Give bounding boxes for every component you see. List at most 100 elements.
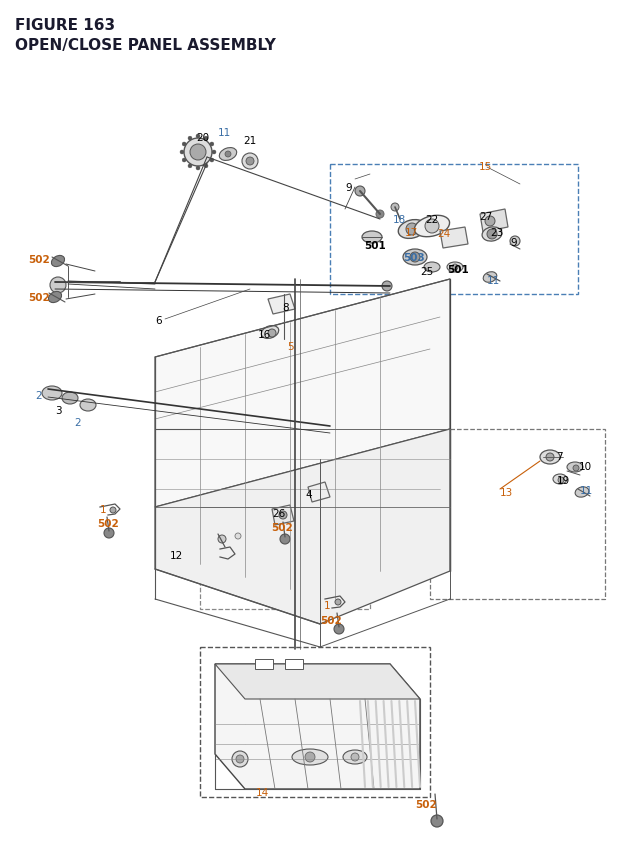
Ellipse shape — [343, 750, 367, 764]
Text: 14: 14 — [256, 787, 269, 797]
Text: 27: 27 — [479, 212, 492, 222]
Text: 502: 502 — [320, 616, 342, 625]
Text: 17: 17 — [405, 228, 419, 238]
Ellipse shape — [546, 454, 554, 461]
Polygon shape — [215, 664, 420, 789]
Ellipse shape — [362, 232, 382, 244]
Ellipse shape — [182, 158, 186, 163]
Ellipse shape — [51, 256, 65, 267]
Ellipse shape — [398, 220, 426, 239]
Ellipse shape — [232, 751, 248, 767]
Ellipse shape — [268, 330, 276, 338]
Text: 8: 8 — [282, 303, 289, 313]
Bar — [430, 430, 605, 599]
Ellipse shape — [382, 282, 392, 292]
Text: 23: 23 — [490, 228, 503, 238]
Text: 7: 7 — [556, 451, 563, 461]
Ellipse shape — [335, 599, 341, 605]
Ellipse shape — [210, 143, 214, 147]
Text: 12: 12 — [170, 550, 183, 561]
Text: 502: 502 — [271, 523, 292, 532]
Text: 1: 1 — [324, 600, 331, 610]
Ellipse shape — [447, 263, 463, 273]
Text: 24: 24 — [437, 229, 451, 238]
Bar — [200, 647, 430, 797]
Polygon shape — [440, 228, 468, 249]
Ellipse shape — [567, 462, 583, 473]
Ellipse shape — [573, 466, 579, 472]
Bar — [200, 510, 370, 610]
Text: 502: 502 — [415, 799, 436, 809]
Ellipse shape — [540, 450, 560, 464]
Text: 2: 2 — [74, 418, 81, 428]
Ellipse shape — [510, 237, 520, 247]
Ellipse shape — [180, 151, 184, 155]
Ellipse shape — [355, 187, 365, 197]
Ellipse shape — [485, 217, 495, 226]
Ellipse shape — [410, 253, 420, 263]
Text: 11: 11 — [487, 276, 500, 286]
Text: 3: 3 — [55, 406, 61, 416]
Text: 502: 502 — [28, 293, 50, 303]
Ellipse shape — [403, 250, 427, 266]
Ellipse shape — [235, 533, 241, 539]
Polygon shape — [480, 210, 508, 232]
Text: 502: 502 — [28, 255, 50, 264]
Ellipse shape — [110, 507, 116, 513]
Ellipse shape — [553, 474, 567, 485]
Bar — [255, 660, 273, 669]
Text: 503: 503 — [403, 253, 425, 263]
Ellipse shape — [50, 278, 66, 294]
Text: 9: 9 — [345, 183, 351, 193]
Polygon shape — [272, 505, 294, 525]
Text: 9: 9 — [510, 238, 516, 248]
Ellipse shape — [261, 326, 278, 339]
Polygon shape — [215, 664, 420, 699]
Ellipse shape — [376, 211, 384, 219]
Ellipse shape — [351, 753, 359, 761]
Ellipse shape — [196, 135, 200, 139]
Text: 15: 15 — [479, 162, 492, 172]
Ellipse shape — [184, 139, 212, 167]
Ellipse shape — [334, 624, 344, 635]
Text: 13: 13 — [500, 487, 513, 498]
Ellipse shape — [62, 393, 78, 405]
Ellipse shape — [236, 755, 244, 763]
Text: 2: 2 — [35, 391, 42, 400]
Ellipse shape — [487, 230, 497, 239]
Text: 501: 501 — [447, 264, 468, 275]
Ellipse shape — [425, 220, 439, 233]
Bar — [330, 164, 578, 294]
Ellipse shape — [452, 264, 458, 270]
Ellipse shape — [431, 815, 443, 827]
Ellipse shape — [204, 164, 208, 169]
Ellipse shape — [188, 164, 192, 169]
Text: 6: 6 — [155, 316, 162, 325]
Ellipse shape — [182, 143, 186, 147]
Polygon shape — [308, 482, 330, 503]
Ellipse shape — [196, 167, 200, 170]
Ellipse shape — [190, 145, 206, 161]
Text: 501: 501 — [364, 241, 386, 251]
Text: 16: 16 — [258, 330, 271, 339]
Text: 19: 19 — [557, 475, 570, 486]
Ellipse shape — [424, 263, 440, 273]
Ellipse shape — [188, 137, 192, 141]
Ellipse shape — [292, 749, 328, 765]
Ellipse shape — [104, 529, 114, 538]
Ellipse shape — [49, 292, 61, 303]
Text: 502: 502 — [97, 518, 119, 529]
Ellipse shape — [42, 387, 62, 400]
Ellipse shape — [415, 216, 449, 238]
Ellipse shape — [218, 536, 226, 543]
Text: 21: 21 — [243, 136, 256, 146]
Text: 20: 20 — [196, 133, 209, 143]
Ellipse shape — [575, 487, 589, 498]
Ellipse shape — [246, 158, 254, 166]
Text: 4: 4 — [305, 489, 312, 499]
Text: 5: 5 — [287, 342, 294, 351]
Ellipse shape — [279, 511, 287, 519]
Ellipse shape — [80, 400, 96, 412]
Polygon shape — [268, 294, 295, 314]
Ellipse shape — [483, 272, 497, 283]
